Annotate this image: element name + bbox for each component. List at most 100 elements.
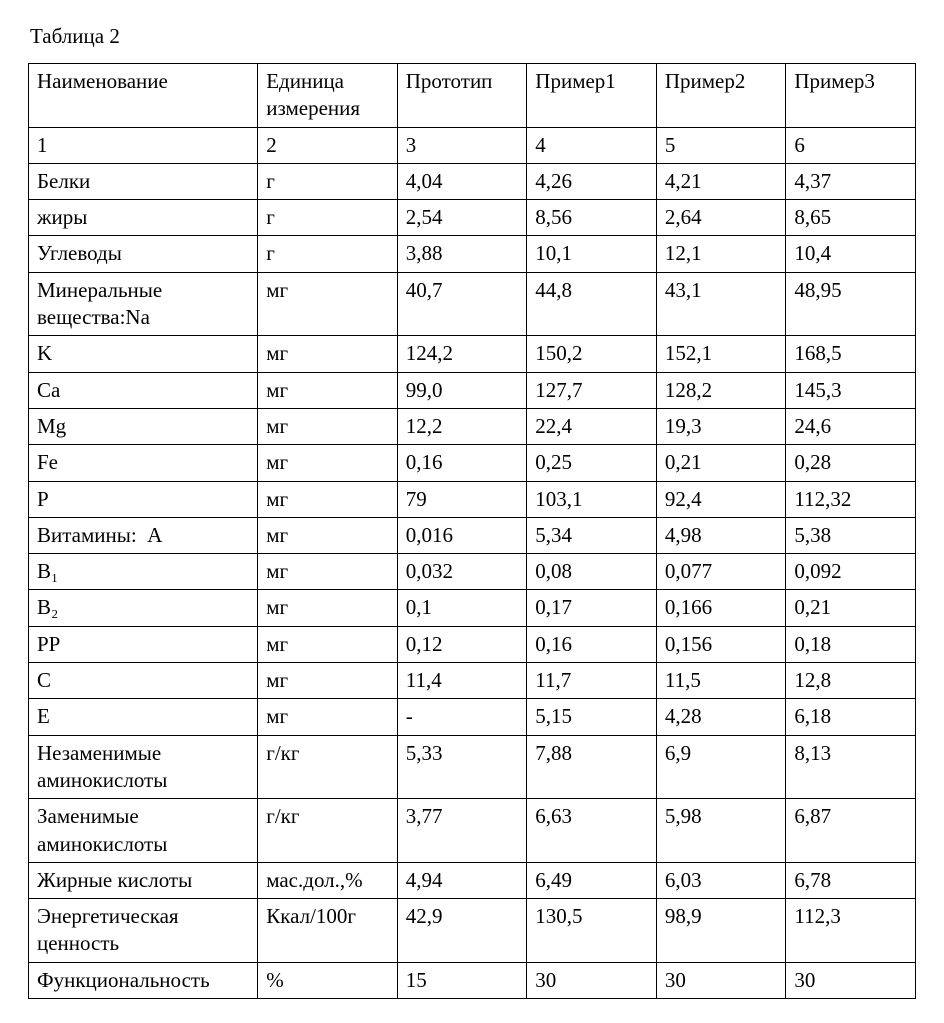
table-cell: 0,16	[527, 626, 657, 662]
table-cell: Функциональность	[29, 962, 258, 998]
table-cell: 30	[656, 962, 786, 998]
table-cell: мг	[258, 517, 398, 553]
table-row: Cмг11,411,711,512,8	[29, 663, 916, 699]
table-row: B₁мг0,0320,080,0770,092	[29, 554, 916, 590]
table-cell: P	[29, 481, 258, 517]
table-row: Функциональность%15303030	[29, 962, 916, 998]
table-cell: 112,32	[786, 481, 916, 517]
table-cell: 112,3	[786, 899, 916, 963]
table-cell: Fe	[29, 445, 258, 481]
table-cell: E	[29, 699, 258, 735]
table-cell: 130,5	[527, 899, 657, 963]
table-cell: 6	[786, 127, 916, 163]
table-cell: 4,98	[656, 517, 786, 553]
table-cell: г/кг	[258, 799, 398, 863]
table-cell: жиры	[29, 200, 258, 236]
table-cell: 10,1	[527, 236, 657, 272]
table-cell: г/кг	[258, 735, 398, 799]
table-cell: 5,33	[397, 735, 527, 799]
table-cell: 42,9	[397, 899, 527, 963]
data-table: Наименование Единица измерения Прототип …	[28, 63, 916, 999]
table-cell: 4,21	[656, 163, 786, 199]
table-cell: 24,6	[786, 408, 916, 444]
table-row: Незаменимые аминокислотыг/кг5,337,886,98…	[29, 735, 916, 799]
table-row: 123456	[29, 127, 916, 163]
table-cell: 6,78	[786, 862, 916, 898]
table-cell: 0,1	[397, 590, 527, 626]
table-cell: 6,9	[656, 735, 786, 799]
table-cell: 12,8	[786, 663, 916, 699]
table-cell: 152,1	[656, 336, 786, 372]
table-cell: 0,16	[397, 445, 527, 481]
table-cell: 40,7	[397, 272, 527, 336]
table-cell: Углеводы	[29, 236, 258, 272]
table-cell: 0,166	[656, 590, 786, 626]
table-row: Eмг-5,154,286,18	[29, 699, 916, 735]
table-cell: 103,1	[527, 481, 657, 517]
col-header: Пример3	[786, 64, 916, 128]
table-cell: 150,2	[527, 336, 657, 372]
table-cell: 11,5	[656, 663, 786, 699]
table-cell: 5,38	[786, 517, 916, 553]
table-row: Заменимые аминокислотыг/кг3,776,635,986,…	[29, 799, 916, 863]
table-cell: мг	[258, 336, 398, 372]
table-cell: 3,88	[397, 236, 527, 272]
table-cell: 4,37	[786, 163, 916, 199]
table-cell: 8,13	[786, 735, 916, 799]
table-cell: 0,12	[397, 626, 527, 662]
table-cell: мг	[258, 272, 398, 336]
table-cell: 0,092	[786, 554, 916, 590]
table-cell: мас.дол.,%	[258, 862, 398, 898]
table-cell: 168,5	[786, 336, 916, 372]
table-cell: 8,56	[527, 200, 657, 236]
table-cell: 7,88	[527, 735, 657, 799]
table-cell: 0,016	[397, 517, 527, 553]
table-cell: 44,8	[527, 272, 657, 336]
table-cell: Ккал/100г	[258, 899, 398, 963]
table-cell: K	[29, 336, 258, 372]
table-cell: %	[258, 962, 398, 998]
table-cell: Жирные кислоты	[29, 862, 258, 898]
table-cell: Ca	[29, 372, 258, 408]
table-cell: мг	[258, 590, 398, 626]
table-cell: мг	[258, 408, 398, 444]
table-cell: 0,032	[397, 554, 527, 590]
table-cell: мг	[258, 626, 398, 662]
table-cell: 10,4	[786, 236, 916, 272]
table-cell: 8,65	[786, 200, 916, 236]
table-header-row: Наименование Единица измерения Прототип …	[29, 64, 916, 128]
col-header: Единица измерения	[258, 64, 398, 128]
table-row: Caмг99,0127,7128,2145,3	[29, 372, 916, 408]
table-cell: 0,077	[656, 554, 786, 590]
table-cell: 0,21	[786, 590, 916, 626]
table-cell: 12,1	[656, 236, 786, 272]
table-cell: C	[29, 663, 258, 699]
table-cell: 0,18	[786, 626, 916, 662]
col-header: Пример2	[656, 64, 786, 128]
table-cell: Незаменимые аминокислоты	[29, 735, 258, 799]
table-cell: г	[258, 236, 398, 272]
table-cell: 11,7	[527, 663, 657, 699]
table-cell: Минеральные вещества:Na	[29, 272, 258, 336]
table-cell: 4,28	[656, 699, 786, 735]
col-header: Прототип	[397, 64, 527, 128]
table-cell: 0,28	[786, 445, 916, 481]
table-cell: мг	[258, 481, 398, 517]
table-cell: 4	[527, 127, 657, 163]
table-cell: 0,156	[656, 626, 786, 662]
table-cell: мг	[258, 554, 398, 590]
table-cell: 98,9	[656, 899, 786, 963]
table-cell: 6,63	[527, 799, 657, 863]
table-cell: 43,1	[656, 272, 786, 336]
col-header: Пример1	[527, 64, 657, 128]
table-cell: 30	[527, 962, 657, 998]
table-row: Kмг124,2150,2152,1168,5	[29, 336, 916, 372]
table-cell: 145,3	[786, 372, 916, 408]
table-cell: 79	[397, 481, 527, 517]
table-cell: 5,98	[656, 799, 786, 863]
table-cell: -	[397, 699, 527, 735]
table-cell: Белки	[29, 163, 258, 199]
table-cell: Заменимые аминокислоты	[29, 799, 258, 863]
table-row: Жирные кислотымас.дол.,%4,946,496,036,78	[29, 862, 916, 898]
table-cell: 6,18	[786, 699, 916, 735]
